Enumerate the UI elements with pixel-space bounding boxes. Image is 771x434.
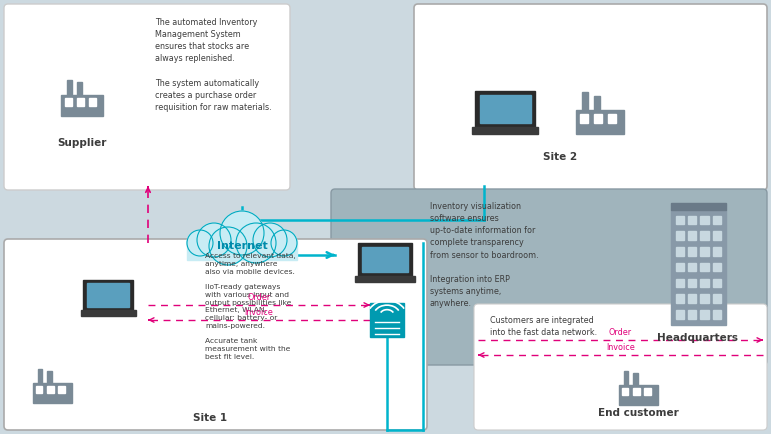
Circle shape — [197, 223, 231, 257]
Text: Customers are integrated
into the fast data network.: Customers are integrated into the fast d… — [490, 316, 597, 337]
Text: End customer: End customer — [598, 408, 678, 418]
Bar — [712, 263, 721, 271]
Bar — [689, 216, 696, 224]
Text: Inventory visualization
software ensures
up-to-date information for
complete tra: Inventory visualization software ensures… — [430, 202, 539, 308]
Bar — [633, 373, 638, 385]
Bar — [580, 114, 588, 123]
Bar — [671, 210, 726, 325]
Bar — [712, 216, 721, 224]
Circle shape — [209, 227, 247, 265]
Text: Order: Order — [609, 328, 632, 337]
Bar — [38, 369, 42, 383]
Bar — [671, 203, 726, 210]
Bar — [712, 279, 721, 287]
Bar — [576, 110, 624, 134]
Circle shape — [253, 223, 287, 257]
Text: Invoice: Invoice — [606, 343, 635, 352]
Bar — [645, 388, 651, 395]
Bar — [700, 294, 709, 303]
Circle shape — [187, 230, 213, 256]
Bar — [712, 247, 721, 256]
Bar — [65, 99, 72, 106]
Bar — [89, 99, 96, 106]
Bar — [36, 386, 42, 393]
Bar — [633, 388, 640, 395]
Bar — [608, 114, 616, 123]
Bar — [676, 294, 684, 303]
Text: Site 1: Site 1 — [193, 413, 227, 423]
Bar — [61, 95, 103, 116]
Bar — [83, 280, 133, 310]
Bar — [689, 263, 696, 271]
FancyBboxPatch shape — [4, 239, 427, 430]
Bar — [480, 95, 530, 123]
Bar — [622, 388, 628, 395]
Bar — [47, 386, 53, 393]
Text: Order: Order — [247, 293, 271, 302]
Bar — [712, 310, 721, 319]
Bar — [689, 294, 696, 303]
Bar — [676, 216, 684, 224]
Bar — [594, 114, 602, 123]
FancyBboxPatch shape — [414, 4, 767, 190]
Bar — [689, 247, 696, 256]
FancyBboxPatch shape — [474, 304, 767, 430]
Bar — [594, 95, 600, 110]
FancyBboxPatch shape — [331, 189, 767, 365]
Bar — [676, 263, 684, 271]
Bar — [66, 79, 72, 95]
Bar — [618, 385, 658, 404]
Text: Supplier: Supplier — [57, 138, 106, 148]
Bar — [362, 247, 408, 272]
Text: Access to relevant data,
anytime, anywhere
also via mobile devices.

IIoT-ready : Access to relevant data, anytime, anywhe… — [205, 253, 296, 360]
Bar — [689, 310, 696, 319]
Text: Invoice: Invoice — [244, 308, 274, 317]
Bar — [712, 231, 721, 240]
Bar — [624, 371, 628, 385]
Bar — [80, 310, 136, 316]
Bar — [187, 240, 297, 260]
Bar — [370, 303, 404, 337]
Bar — [76, 99, 84, 106]
Bar — [700, 231, 709, 240]
Circle shape — [271, 230, 297, 256]
Bar — [676, 231, 684, 240]
Bar — [700, 247, 709, 256]
Circle shape — [236, 223, 276, 263]
Text: The automated Inventory
Management System
ensures that stocks are
always repleni: The automated Inventory Management Syste… — [155, 18, 271, 112]
Bar — [472, 127, 538, 134]
Bar — [355, 276, 415, 282]
Bar — [676, 279, 684, 287]
Text: Internet: Internet — [217, 241, 268, 251]
Bar — [87, 283, 130, 307]
Text: Headquarters: Headquarters — [658, 333, 739, 343]
FancyBboxPatch shape — [4, 4, 290, 190]
Bar — [689, 279, 696, 287]
Bar — [77, 82, 82, 95]
Bar — [582, 92, 588, 110]
Bar — [689, 231, 696, 240]
Circle shape — [220, 211, 264, 255]
Bar — [358, 243, 412, 276]
Text: Site 2: Site 2 — [543, 152, 577, 162]
Bar — [700, 216, 709, 224]
Bar — [32, 383, 72, 402]
Bar — [712, 294, 721, 303]
Bar — [700, 279, 709, 287]
Bar — [676, 310, 684, 319]
Bar — [47, 372, 52, 383]
Bar — [59, 386, 65, 393]
Bar — [676, 247, 684, 256]
Bar — [475, 91, 535, 127]
Bar — [700, 310, 709, 319]
Bar — [700, 263, 709, 271]
